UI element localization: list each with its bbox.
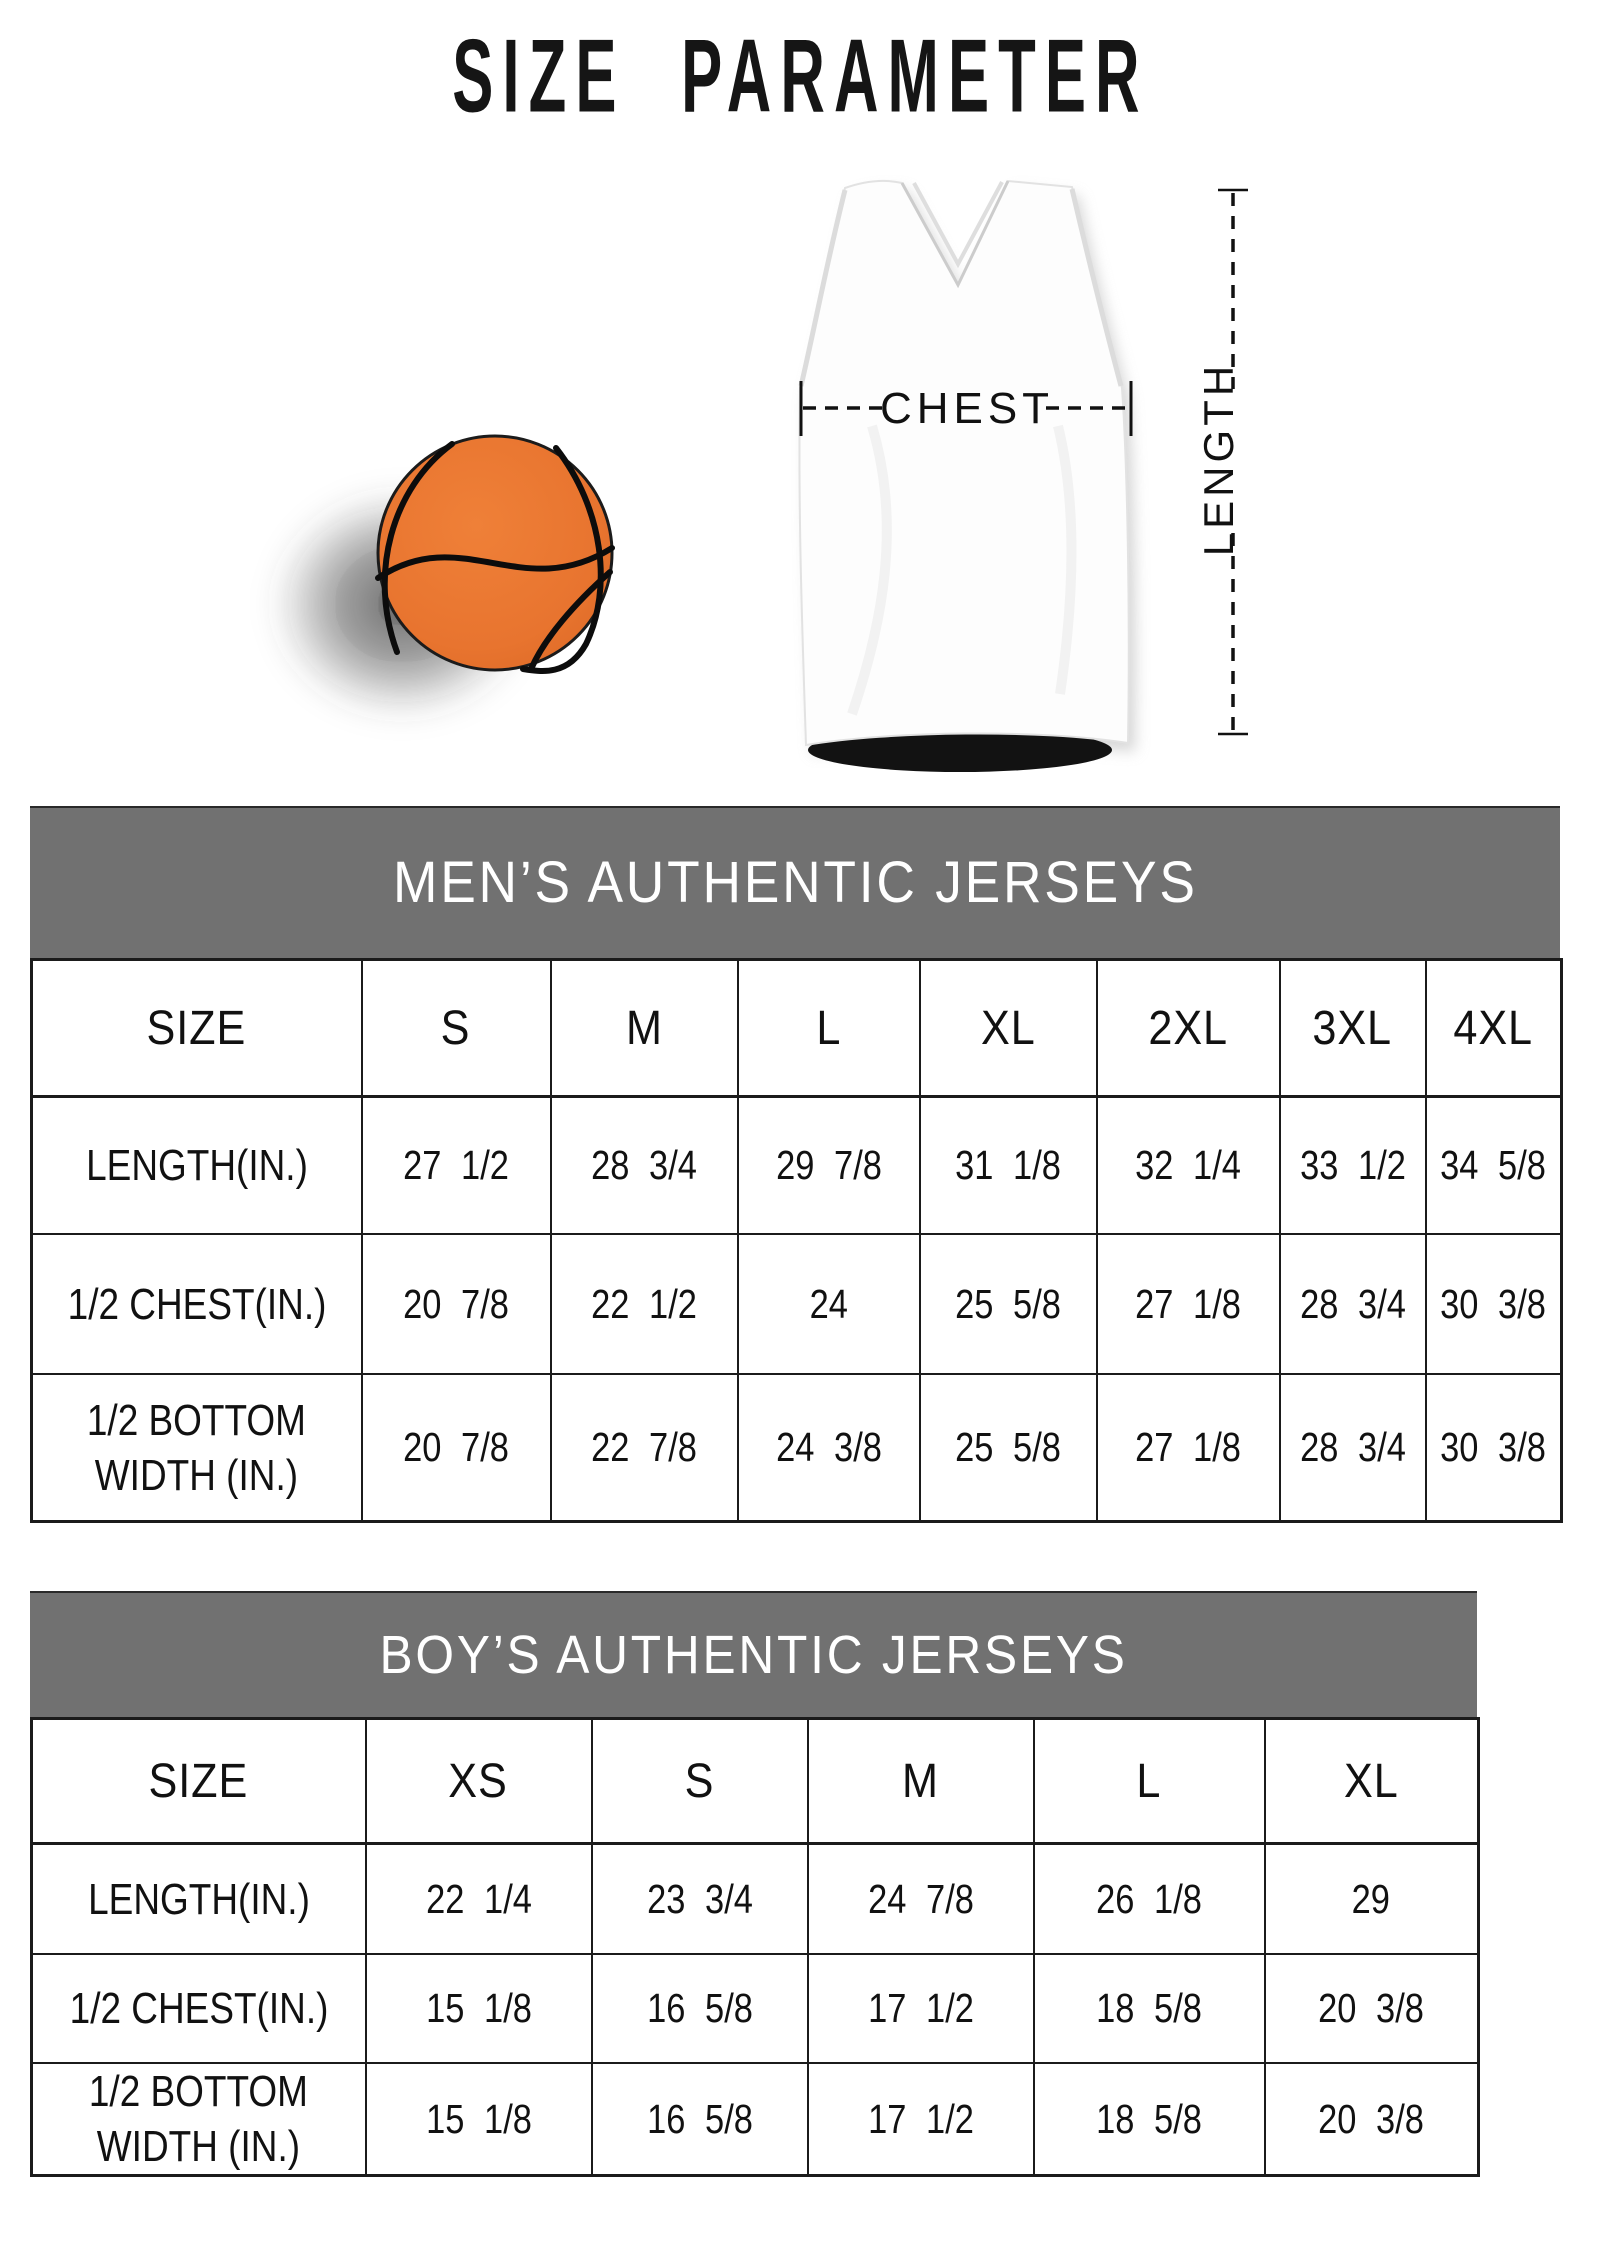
chest-dimension-label: CHEST [880, 384, 1054, 433]
value-cell: 24 7/8 [806, 1842, 1035, 1955]
boys-bottom-width-row: 1/2 BOTTOM WIDTH (IN.) 15 1/8 16 5/8 17 … [30, 2062, 1480, 2177]
value-cell: 26 1/8 [1032, 1842, 1266, 1955]
basketball-icon [270, 434, 615, 720]
value-cell: 29 [1263, 1842, 1480, 1955]
value-cell: 27 1/2 [360, 1095, 552, 1235]
page-header: SIZE PARAMETER [0, 17, 1600, 134]
value-cell: 32 1/4 [1095, 1095, 1281, 1235]
boys-table: SIZE XS S M L XL LENGTH(IN.) 22 1/4 23 3… [30, 1717, 1480, 2177]
boys-size-row: SIZE XS S M L XL [30, 1717, 1480, 1845]
value-cell: 24 [736, 1233, 921, 1375]
mens-table: SIZE S M L XL 2XL 3XL 4XL LENGTH(IN.) 27… [30, 958, 1563, 1523]
mens-size-header-cell: SIZE [30, 958, 363, 1098]
value-cell: 34 5/8 [1424, 1095, 1563, 1235]
jersey-icon [798, 179, 1136, 772]
value-cell: 29 7/8 [736, 1095, 921, 1235]
value-cell: 22 7/8 [549, 1373, 739, 1523]
value-cell: 28 3/4 [549, 1095, 739, 1235]
value-cell: 20 7/8 [360, 1373, 552, 1523]
boys-table-header: BOY’S AUTHENTIC JERSEYS [30, 1591, 1477, 1717]
mens-size-col-2xl: 2XL [1095, 958, 1281, 1098]
mens-size-col-m: M [549, 958, 739, 1098]
boys-chest-row: 1/2 CHEST(IN.) 15 1/8 16 5/8 17 1/2 18 5… [30, 1953, 1480, 2064]
size-diagram: CHEST LENGTH [270, 179, 1248, 772]
boys-size-header-cell: SIZE [30, 1717, 367, 1845]
boys-size-col-xl: XL [1263, 1717, 1480, 1845]
row-label: LENGTH(IN.) [30, 1095, 363, 1235]
value-cell: 25 5/8 [918, 1233, 1098, 1375]
value-cell: 22 1/2 [549, 1233, 739, 1375]
value-cell: 28 3/4 [1278, 1233, 1427, 1375]
boys-table-title: BOY’S AUTHENTIC JERSEYS [379, 1625, 1128, 1685]
row-label: 1/2 CHEST(IN.) [30, 1953, 367, 2064]
mens-size-row: SIZE S M L XL 2XL 3XL 4XL [30, 958, 1563, 1098]
boys-size-col-l: L [1032, 1717, 1266, 1845]
mens-table-header: MEN’S AUTHENTIC JERSEYS [30, 806, 1560, 958]
boys-size-col-xs: XS [364, 1717, 593, 1845]
value-cell: 20 7/8 [360, 1233, 552, 1375]
value-cell: 20 3/8 [1263, 2062, 1480, 2177]
chest-measurement: CHEST [799, 381, 1133, 436]
value-cell: 18 5/8 [1032, 2062, 1266, 2177]
value-cell: 23 3/4 [590, 1842, 809, 1955]
value-cell: 15 1/8 [364, 1953, 593, 2064]
value-cell: 31 1/8 [918, 1095, 1098, 1235]
boys-size-col-m: M [806, 1717, 1035, 1845]
value-cell: 17 1/2 [806, 2062, 1035, 2177]
length-measurement: LENGTH [1195, 188, 1248, 736]
boys-size-col-s: S [590, 1717, 809, 1845]
value-cell: 30 3/8 [1424, 1373, 1563, 1523]
value-cell: 27 1/8 [1095, 1373, 1281, 1523]
value-cell: 28 3/4 [1278, 1373, 1427, 1523]
value-cell: 33 1/2 [1278, 1095, 1427, 1235]
mens-table-title: MEN’S AUTHENTIC JERSEYS [392, 850, 1198, 915]
mens-size-col-l: L [736, 958, 921, 1098]
boys-length-row: LENGTH(IN.) 22 1/4 23 3/4 24 7/8 26 1/8 … [30, 1842, 1480, 1955]
value-cell: 16 5/8 [590, 2062, 809, 2177]
value-cell: 20 3/8 [1263, 1953, 1480, 2064]
mens-chest-row: 1/2 CHEST(IN.) 20 7/8 22 1/2 24 25 5/8 2… [30, 1233, 1563, 1375]
value-cell: 15 1/8 [364, 2062, 593, 2177]
mens-bottom-width-row: 1/2 BOTTOM WIDTH (IN.) 20 7/8 22 7/8 24 … [30, 1373, 1563, 1523]
mens-size-col-4xl: 4XL [1424, 958, 1563, 1098]
mens-size-col-xl: XL [918, 958, 1098, 1098]
value-cell: 17 1/2 [806, 1953, 1035, 2064]
row-label: LENGTH(IN.) [30, 1842, 367, 1955]
value-cell: 27 1/8 [1095, 1233, 1281, 1375]
length-dimension-label: LENGTH [1195, 362, 1242, 556]
page-title: SIZE PARAMETER [451, 17, 1149, 134]
value-cell: 25 5/8 [918, 1373, 1098, 1523]
value-cell: 30 3/8 [1424, 1233, 1563, 1375]
mens-size-col-s: S [360, 958, 552, 1098]
row-label: 1/2 BOTTOM WIDTH (IN.) [30, 2062, 367, 2177]
row-label: 1/2 CHEST(IN.) [30, 1233, 363, 1375]
mens-size-col-3xl: 3XL [1278, 958, 1427, 1098]
row-label: 1/2 BOTTOM WIDTH (IN.) [30, 1373, 363, 1523]
value-cell: 16 5/8 [590, 1953, 809, 2064]
value-cell: 24 3/8 [736, 1373, 921, 1523]
mens-length-row: LENGTH(IN.) 27 1/2 28 3/4 29 7/8 31 1/8 … [30, 1095, 1563, 1235]
value-cell: 18 5/8 [1032, 1953, 1266, 2064]
value-cell: 22 1/4 [364, 1842, 593, 1955]
